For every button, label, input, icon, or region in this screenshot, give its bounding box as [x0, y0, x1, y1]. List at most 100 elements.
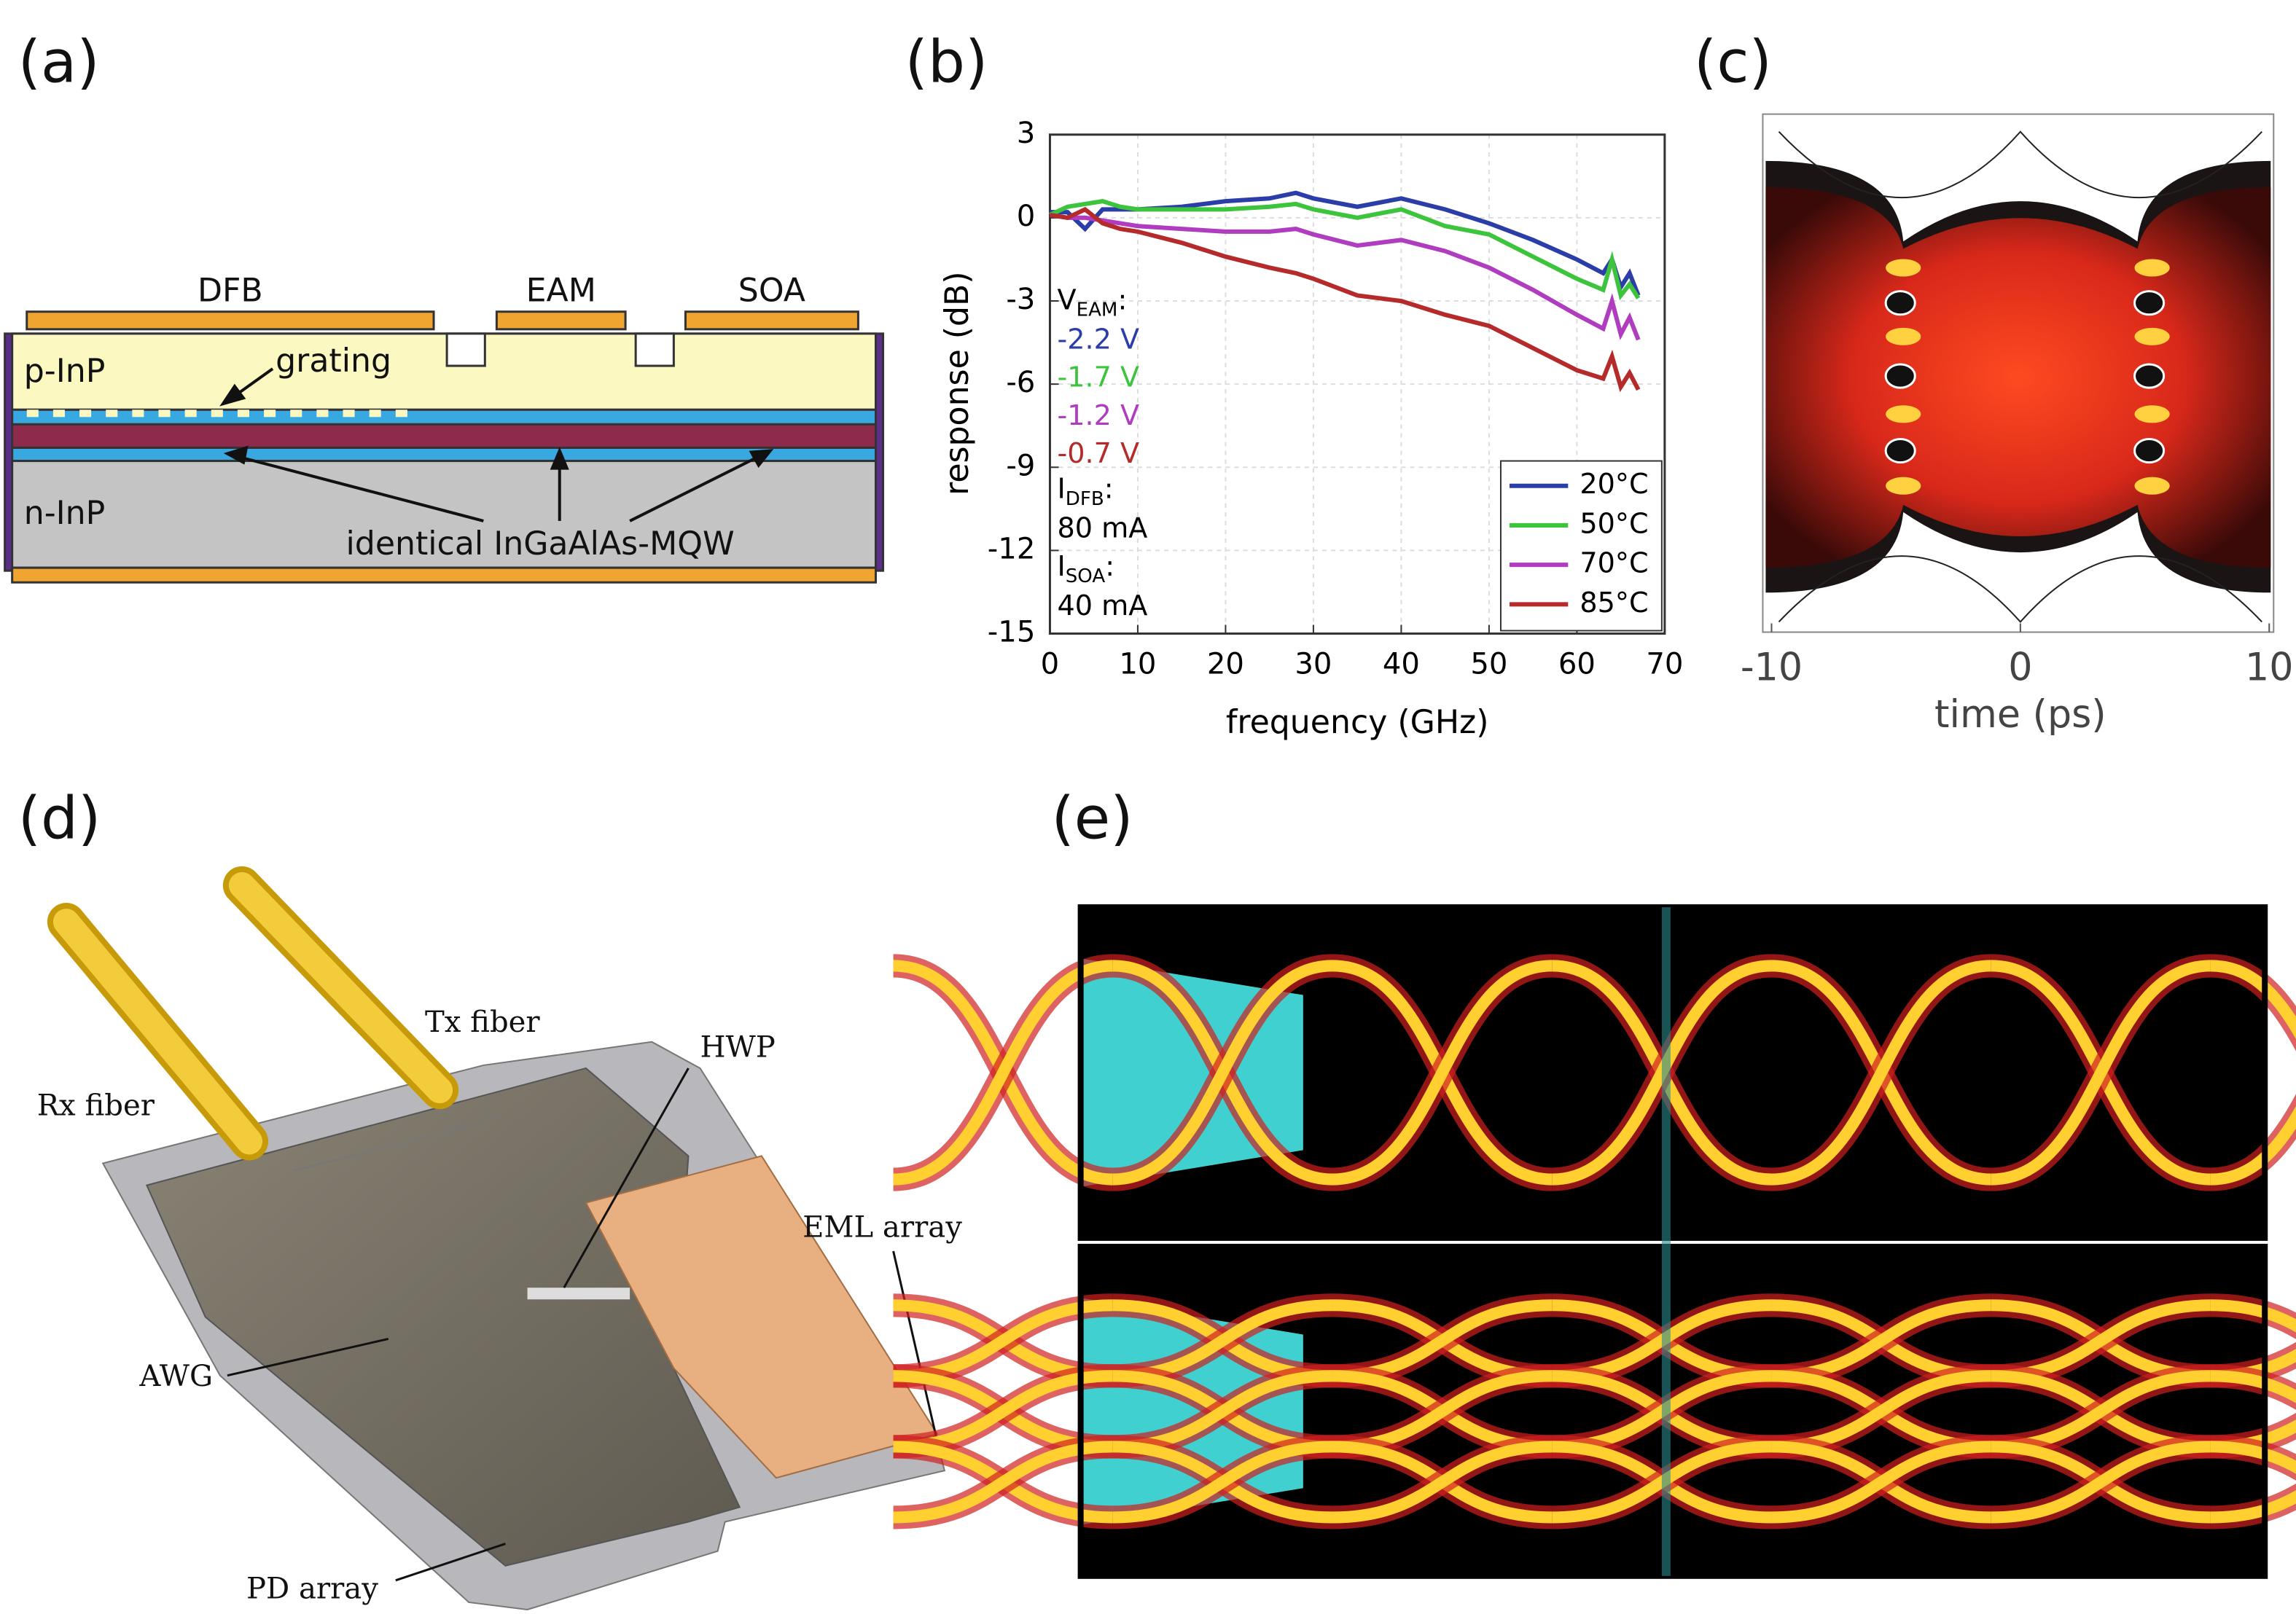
x-tick-label: 70 [1646, 648, 1683, 681]
photo-label: HWP [700, 1030, 776, 1064]
i_soa-part: I [1057, 550, 1065, 582]
series-line [1049, 199, 1641, 301]
eye-trace [2210, 1105, 2296, 1186]
eye-trace [1112, 960, 1333, 1186]
eye-trace [1778, 130, 2262, 198]
panel-label: (a) [18, 27, 100, 95]
y-tick-label: 3 [1017, 117, 1036, 150]
electrode-array [585, 1155, 939, 1479]
photo-label: Tx fiber [425, 1006, 540, 1039]
current-value: 40 mA [1057, 589, 1147, 622]
bottom-contact [11, 566, 877, 584]
v_eam-part: V [1057, 283, 1076, 316]
panel-label: (e) [1051, 784, 1133, 853]
trench [445, 332, 486, 367]
x-tick-label: 10 [1119, 648, 1156, 681]
i_dfb-part: : [1104, 472, 1114, 504]
fiber [228, 871, 453, 1104]
layer-label: p-InP [24, 353, 106, 390]
eye-frame [1077, 1243, 2268, 1579]
eye-trace [2210, 1490, 2296, 1524]
contact-label: DFB [198, 273, 263, 310]
v_eam: VEAM: [1057, 283, 1127, 321]
panel-label: (b) [905, 27, 988, 95]
contact [26, 310, 435, 331]
eye-trace [2210, 1299, 2296, 1333]
x-axis-title: frequency (GHz) [1226, 704, 1489, 741]
y-axis-title: response (dB) [939, 271, 976, 495]
eye-trace [1771, 1441, 1991, 1524]
photo-label: AWG [138, 1360, 213, 1393]
series-line [1049, 206, 1641, 393]
contact-label: SOA [738, 273, 805, 310]
fiber [52, 909, 263, 1155]
eye-trace [2210, 1370, 2296, 1403]
hwp [527, 1288, 630, 1300]
y-tick-label: -6 [1006, 366, 1035, 399]
eye-trace [1332, 960, 1553, 1186]
eye-trace [893, 1441, 1113, 1524]
i_dfb-part: I [1057, 472, 1065, 504]
x-tick-label: 10 [2245, 646, 2293, 690]
i_dfb-part: DFB [1066, 487, 1104, 509]
eye-chart: time (ps) -10 0 10 [1741, 113, 2293, 737]
i_soa: ISOA: [1057, 550, 1114, 587]
n-layer [11, 460, 877, 569]
eye-crossings [1886, 259, 2170, 495]
voltage-label: -0.7 V [1057, 437, 1139, 469]
x-tick-label: -10 [1741, 646, 1803, 690]
chip [146, 1067, 741, 1567]
panel-label: (c) [1694, 27, 1772, 95]
mqw-label: identical InGaAlAs-MQW [346, 525, 735, 563]
y-tick-label: 0 [1017, 200, 1036, 233]
contact [684, 310, 859, 331]
panel-label: (d) [18, 784, 101, 853]
module-photo: Tx fiber Rx fiber HWP EML array AWG PD a… [37, 866, 962, 1610]
photo-label: Rx fiber [37, 1089, 155, 1123]
contact-label: EAM [526, 273, 596, 310]
eye-images [892, 904, 2296, 1579]
layer-diagram [4, 310, 885, 584]
trench [634, 332, 675, 367]
grating-teeth [26, 410, 407, 418]
eye-trace [1112, 1441, 1333, 1524]
eye-trace [893, 960, 1114, 1186]
x-axis-title: time (ps) [1934, 693, 2106, 737]
i_soa-part: SOA [1066, 565, 1106, 587]
series-line [1050, 190, 1641, 297]
y-tick-label: -3 [1006, 283, 1035, 316]
eye-frame [1077, 904, 2268, 1241]
p-layer [11, 332, 877, 411]
grating-label: grating [276, 342, 391, 380]
eye-trace [1771, 960, 1991, 1186]
waveguide [292, 1111, 499, 1172]
contact [495, 310, 627, 331]
v_eam-part: EAM [1077, 299, 1118, 321]
legend-label: 50°C [1580, 507, 1648, 539]
voltage-label: -1.7 V [1057, 361, 1139, 393]
eye-body [1765, 187, 2271, 568]
mqw-layer [11, 423, 877, 450]
x-tick-label: 0 [1041, 648, 1060, 681]
eye-trace [1991, 960, 2211, 1186]
eye-trace [1332, 1441, 1553, 1524]
eye-openings [1884, 290, 2166, 464]
y-tick-label: -15 [988, 616, 1036, 649]
layer-label: n-InP [24, 495, 106, 532]
cladding-layer [11, 446, 877, 463]
response-chart: frequency (GHz) response (dB) 0 10 20 30 40 5… [939, 117, 1683, 741]
legend-label: 85°C [1580, 587, 1648, 619]
eye-trace [1778, 555, 2262, 623]
y-tick-label: -12 [988, 532, 1036, 565]
photo-label: EML array [803, 1210, 962, 1244]
voltage-label: -1.2 V [1057, 399, 1139, 431]
leaders [227, 1067, 939, 1582]
i_dfb: IDFB: [1057, 472, 1113, 509]
arrows [219, 367, 774, 522]
current-value: 80 mA [1057, 512, 1147, 544]
x-tick-label: 30 [1295, 648, 1332, 681]
legend-label: 70°C [1580, 547, 1648, 579]
v_eam-part: : [1117, 283, 1127, 316]
